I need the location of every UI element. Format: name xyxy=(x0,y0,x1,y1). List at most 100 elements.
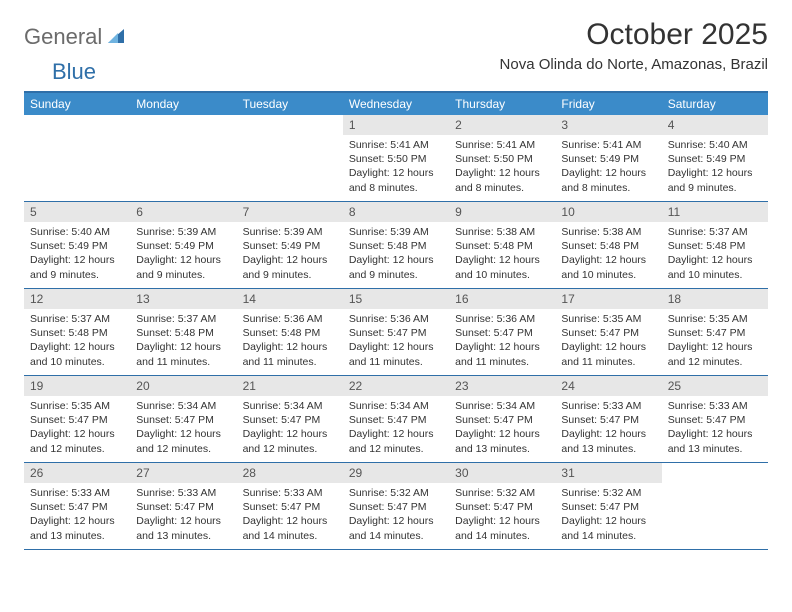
day-body: Sunrise: 5:33 AMSunset: 5:47 PMDaylight:… xyxy=(662,396,768,462)
day-cell: 25Sunrise: 5:33 AMSunset: 5:47 PMDayligh… xyxy=(662,376,768,462)
day-cell: 12Sunrise: 5:37 AMSunset: 5:48 PMDayligh… xyxy=(24,289,130,375)
day-cell: 31Sunrise: 5:32 AMSunset: 5:47 PMDayligh… xyxy=(555,463,661,549)
day-number: 26 xyxy=(24,463,130,483)
day-body xyxy=(24,121,130,130)
sunset-text: Sunset: 5:47 PM xyxy=(455,500,549,514)
sunset-text: Sunset: 5:47 PM xyxy=(349,500,443,514)
dow-monday: Monday xyxy=(130,93,236,115)
day-cell: 8Sunrise: 5:39 AMSunset: 5:48 PMDaylight… xyxy=(343,202,449,288)
logo: General xyxy=(24,24,132,50)
daylight-text: Daylight: 12 hours and 14 minutes. xyxy=(561,514,655,542)
sunrise-text: Sunrise: 5:32 AM xyxy=(349,486,443,500)
day-body: Sunrise: 5:33 AMSunset: 5:47 PMDaylight:… xyxy=(237,483,343,549)
day-cell: 27Sunrise: 5:33 AMSunset: 5:47 PMDayligh… xyxy=(130,463,236,549)
day-cell: 4Sunrise: 5:40 AMSunset: 5:49 PMDaylight… xyxy=(662,115,768,201)
day-body: Sunrise: 5:38 AMSunset: 5:48 PMDaylight:… xyxy=(449,222,555,288)
day-cell: 22Sunrise: 5:34 AMSunset: 5:47 PMDayligh… xyxy=(343,376,449,462)
weeks-container: 1Sunrise: 5:41 AMSunset: 5:50 PMDaylight… xyxy=(24,115,768,550)
day-body: Sunrise: 5:41 AMSunset: 5:50 PMDaylight:… xyxy=(449,135,555,201)
daylight-text: Daylight: 12 hours and 12 minutes. xyxy=(136,427,230,455)
day-cell: 21Sunrise: 5:34 AMSunset: 5:47 PMDayligh… xyxy=(237,376,343,462)
day-number: 11 xyxy=(662,202,768,222)
day-cell: 1Sunrise: 5:41 AMSunset: 5:50 PMDaylight… xyxy=(343,115,449,201)
daylight-text: Daylight: 12 hours and 10 minutes. xyxy=(668,253,762,281)
day-number: 24 xyxy=(555,376,661,396)
day-number: 18 xyxy=(662,289,768,309)
day-cell: 13Sunrise: 5:37 AMSunset: 5:48 PMDayligh… xyxy=(130,289,236,375)
sunrise-text: Sunrise: 5:41 AM xyxy=(455,138,549,152)
day-number: 30 xyxy=(449,463,555,483)
day-number: 16 xyxy=(449,289,555,309)
day-cell: 18Sunrise: 5:35 AMSunset: 5:47 PMDayligh… xyxy=(662,289,768,375)
day-cell: 20Sunrise: 5:34 AMSunset: 5:47 PMDayligh… xyxy=(130,376,236,462)
daylight-text: Daylight: 12 hours and 9 minutes. xyxy=(349,253,443,281)
sunset-text: Sunset: 5:47 PM xyxy=(136,413,230,427)
day-body: Sunrise: 5:41 AMSunset: 5:50 PMDaylight:… xyxy=(343,135,449,201)
day-cell xyxy=(24,115,130,201)
sunrise-text: Sunrise: 5:36 AM xyxy=(455,312,549,326)
sunset-text: Sunset: 5:48 PM xyxy=(349,239,443,253)
day-number: 4 xyxy=(662,115,768,135)
day-body: Sunrise: 5:34 AMSunset: 5:47 PMDaylight:… xyxy=(343,396,449,462)
day-body: Sunrise: 5:40 AMSunset: 5:49 PMDaylight:… xyxy=(662,135,768,201)
day-body: Sunrise: 5:35 AMSunset: 5:47 PMDaylight:… xyxy=(555,309,661,375)
calendar-page: General October 2025 Nova Olinda do Nort… xyxy=(0,0,792,568)
day-body xyxy=(130,121,236,130)
day-cell: 10Sunrise: 5:38 AMSunset: 5:48 PMDayligh… xyxy=(555,202,661,288)
day-number: 23 xyxy=(449,376,555,396)
day-number: 28 xyxy=(237,463,343,483)
daylight-text: Daylight: 12 hours and 10 minutes. xyxy=(455,253,549,281)
day-cell: 28Sunrise: 5:33 AMSunset: 5:47 PMDayligh… xyxy=(237,463,343,549)
sunrise-text: Sunrise: 5:34 AM xyxy=(455,399,549,413)
sunset-text: Sunset: 5:49 PM xyxy=(561,152,655,166)
day-body: Sunrise: 5:32 AMSunset: 5:47 PMDaylight:… xyxy=(449,483,555,549)
day-number: 1 xyxy=(343,115,449,135)
day-cell: 19Sunrise: 5:35 AMSunset: 5:47 PMDayligh… xyxy=(24,376,130,462)
day-cell: 14Sunrise: 5:36 AMSunset: 5:48 PMDayligh… xyxy=(237,289,343,375)
day-cell: 30Sunrise: 5:32 AMSunset: 5:47 PMDayligh… xyxy=(449,463,555,549)
day-cell: 9Sunrise: 5:38 AMSunset: 5:48 PMDaylight… xyxy=(449,202,555,288)
daylight-text: Daylight: 12 hours and 8 minutes. xyxy=(349,166,443,194)
day-cell: 2Sunrise: 5:41 AMSunset: 5:50 PMDaylight… xyxy=(449,115,555,201)
daylight-text: Daylight: 12 hours and 13 minutes. xyxy=(30,514,124,542)
logo-text-blue: Blue xyxy=(52,59,96,84)
day-number: 27 xyxy=(130,463,236,483)
sunrise-text: Sunrise: 5:32 AM xyxy=(561,486,655,500)
day-body: Sunrise: 5:38 AMSunset: 5:48 PMDaylight:… xyxy=(555,222,661,288)
day-body: Sunrise: 5:34 AMSunset: 5:47 PMDaylight:… xyxy=(130,396,236,462)
day-number: 5 xyxy=(24,202,130,222)
day-cell: 3Sunrise: 5:41 AMSunset: 5:49 PMDaylight… xyxy=(555,115,661,201)
day-cell: 15Sunrise: 5:36 AMSunset: 5:47 PMDayligh… xyxy=(343,289,449,375)
day-body: Sunrise: 5:33 AMSunset: 5:47 PMDaylight:… xyxy=(24,483,130,549)
sunset-text: Sunset: 5:47 PM xyxy=(243,413,337,427)
sunset-text: Sunset: 5:48 PM xyxy=(455,239,549,253)
sunset-text: Sunset: 5:48 PM xyxy=(561,239,655,253)
day-body xyxy=(237,121,343,130)
sunrise-text: Sunrise: 5:41 AM xyxy=(349,138,443,152)
day-cell: 26Sunrise: 5:33 AMSunset: 5:47 PMDayligh… xyxy=(24,463,130,549)
sunset-text: Sunset: 5:47 PM xyxy=(136,500,230,514)
day-cell: 17Sunrise: 5:35 AMSunset: 5:47 PMDayligh… xyxy=(555,289,661,375)
day-body xyxy=(662,469,768,478)
dow-friday: Friday xyxy=(555,93,661,115)
sunrise-text: Sunrise: 5:33 AM xyxy=(243,486,337,500)
daylight-text: Daylight: 12 hours and 10 minutes. xyxy=(561,253,655,281)
day-body: Sunrise: 5:35 AMSunset: 5:47 PMDaylight:… xyxy=(662,309,768,375)
day-number: 6 xyxy=(130,202,236,222)
sunset-text: Sunset: 5:50 PM xyxy=(349,152,443,166)
day-number: 21 xyxy=(237,376,343,396)
day-body: Sunrise: 5:34 AMSunset: 5:47 PMDaylight:… xyxy=(449,396,555,462)
sunrise-text: Sunrise: 5:37 AM xyxy=(30,312,124,326)
sunset-text: Sunset: 5:47 PM xyxy=(668,326,762,340)
sunset-text: Sunset: 5:48 PM xyxy=(668,239,762,253)
sunset-text: Sunset: 5:48 PM xyxy=(30,326,124,340)
sunset-text: Sunset: 5:47 PM xyxy=(455,326,549,340)
day-body: Sunrise: 5:36 AMSunset: 5:48 PMDaylight:… xyxy=(237,309,343,375)
sunrise-text: Sunrise: 5:32 AM xyxy=(455,486,549,500)
daylight-text: Daylight: 12 hours and 11 minutes. xyxy=(136,340,230,368)
sunset-text: Sunset: 5:47 PM xyxy=(349,326,443,340)
day-number: 8 xyxy=(343,202,449,222)
day-body: Sunrise: 5:39 AMSunset: 5:49 PMDaylight:… xyxy=(237,222,343,288)
week-row: 1Sunrise: 5:41 AMSunset: 5:50 PMDaylight… xyxy=(24,115,768,202)
sunset-text: Sunset: 5:47 PM xyxy=(30,413,124,427)
